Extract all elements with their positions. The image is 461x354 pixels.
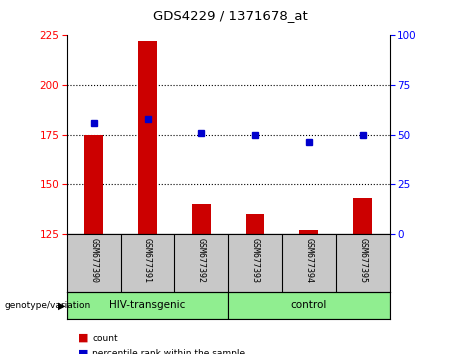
Text: GSM677394: GSM677394 (304, 238, 313, 283)
Text: GSM677390: GSM677390 (89, 238, 98, 283)
Text: GSM677392: GSM677392 (197, 238, 206, 283)
Bar (67, 292, 228, 319)
Text: HIV-transgenic: HIV-transgenic (109, 300, 186, 310)
Text: GSM677395: GSM677395 (358, 238, 367, 283)
Bar (353, 198, 372, 234)
Bar (228, 292, 390, 319)
Text: percentile rank within the sample: percentile rank within the sample (92, 349, 245, 354)
Bar (138, 41, 157, 234)
Text: genotype/variation: genotype/variation (5, 301, 91, 310)
Bar (84, 135, 103, 234)
Text: GDS4229 / 1371678_at: GDS4229 / 1371678_at (153, 9, 308, 22)
Bar (300, 230, 318, 234)
Text: ■: ■ (78, 349, 89, 354)
Bar (192, 204, 211, 234)
Text: GSM677393: GSM677393 (251, 238, 260, 283)
Text: GSM677391: GSM677391 (143, 238, 152, 283)
Text: count: count (92, 333, 118, 343)
Text: ▶: ▶ (58, 300, 65, 310)
Bar (246, 214, 265, 234)
Text: control: control (291, 300, 327, 310)
Text: ■: ■ (78, 333, 89, 343)
